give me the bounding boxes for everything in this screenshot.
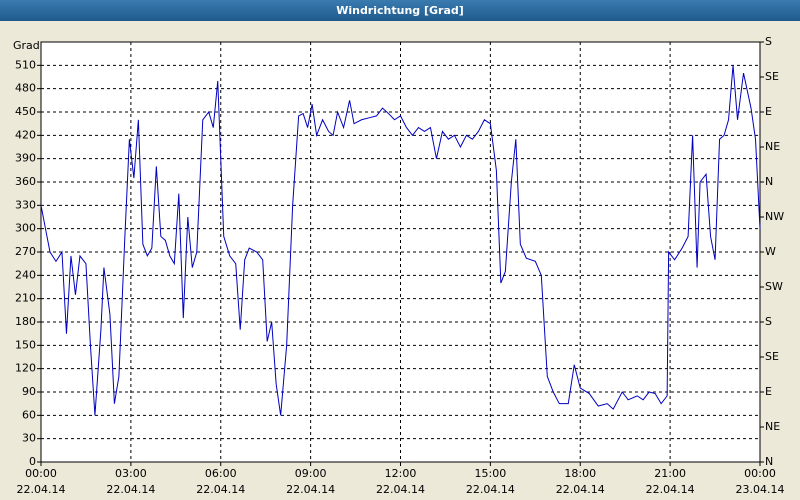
x-tick-date: 22.04.14: [376, 483, 425, 496]
x-tick-label: 06:00: [205, 467, 237, 480]
y-tick-label: 60: [22, 408, 36, 421]
y-tick-label: 90: [22, 385, 36, 398]
y2-tick-label: SE: [765, 70, 779, 83]
y2-tick-label: E: [765, 105, 772, 118]
y-axis-label: Grad: [13, 39, 40, 52]
x-tick-date: 22.04.14: [646, 483, 695, 496]
y-tick-label: 180: [15, 315, 36, 328]
x-tick-date: 22.04.14: [286, 483, 335, 496]
y-tick-label: 450: [15, 105, 36, 118]
x-tick-date: 23.04.14: [736, 483, 785, 496]
y-tick-label: 270: [15, 245, 36, 258]
y2-tick-label: S: [765, 35, 772, 48]
y2-tick-label: N: [765, 455, 773, 468]
y2-tick-label: NE: [765, 140, 780, 153]
y-tick-label: 120: [15, 362, 36, 375]
y2-tick-label: N: [765, 175, 773, 188]
x-tick-date: 22.04.14: [556, 483, 605, 496]
y2-tick-label: SW: [765, 280, 783, 293]
y2-tick-label: S: [765, 315, 772, 328]
x-tick-date: 22.04.14: [466, 483, 515, 496]
y-tick-label: 0: [29, 455, 36, 468]
y2-tick-label: NE: [765, 420, 780, 433]
x-tick-label: 12:00: [385, 467, 417, 480]
y2-tick-label: SE: [765, 350, 779, 363]
data-line: [40, 65, 761, 416]
y2-tick-label: NW: [765, 210, 784, 223]
y-tick-label: 150: [15, 338, 36, 351]
x-tick-date: 22.04.14: [106, 483, 155, 496]
y-tick-label: 30: [22, 432, 36, 445]
title-bar: [0, 0, 800, 21]
y-tick-label: 240: [15, 268, 36, 281]
x-tick-date: 22.04.14: [196, 483, 245, 496]
chart-title: Windrichtung [Grad]: [336, 4, 464, 17]
y-tick-label: 390: [15, 152, 36, 165]
y-tick-label: 210: [15, 292, 36, 305]
y-tick-label: 300: [15, 222, 36, 235]
x-tick-label: 18:00: [564, 467, 596, 480]
x-tick-label: 21:00: [654, 467, 686, 480]
x-tick-label: 15:00: [475, 467, 507, 480]
y2-tick-label: E: [765, 385, 772, 398]
x-tick-label: 00:00: [25, 467, 57, 480]
y-tick-label: 510: [15, 58, 36, 71]
x-tick-label: 09:00: [295, 467, 327, 480]
y2-tick-label: W: [765, 245, 776, 258]
y-tick-label: 360: [15, 175, 36, 188]
x-tick-date: 22.04.14: [17, 483, 66, 496]
y-tick-label: 480: [15, 82, 36, 95]
y-tick-label: 420: [15, 128, 36, 141]
y-tick-label: 330: [15, 198, 36, 211]
x-tick-label: 00:00: [744, 467, 776, 480]
x-tick-label: 03:00: [115, 467, 147, 480]
